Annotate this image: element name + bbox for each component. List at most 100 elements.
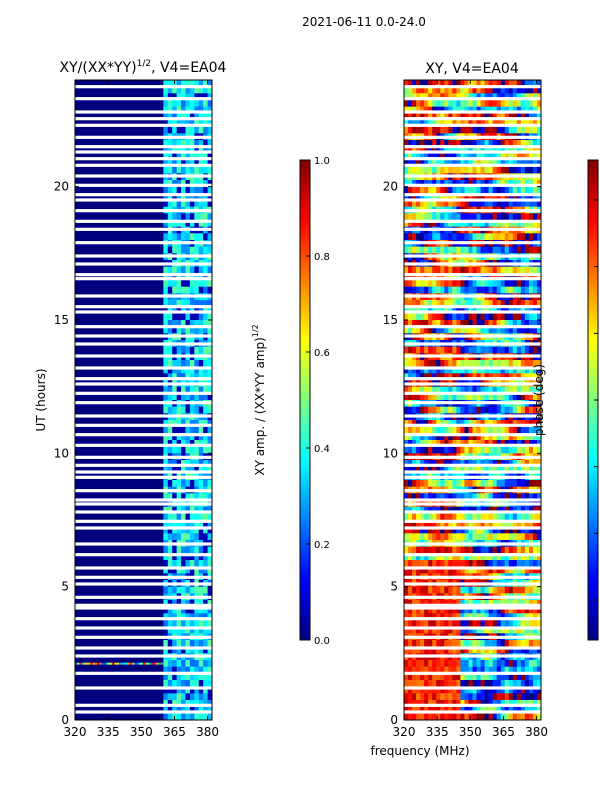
amplitude-cell [194,213,200,221]
phase-cell [504,373,510,381]
amplitude-heatmap [75,80,213,721]
amplitude-cell [207,200,213,208]
amplitude-cell [203,346,209,354]
phase-cell [464,233,469,241]
phase-cell [512,420,518,428]
amplitude-cell [189,553,195,561]
phase-cell [532,546,538,554]
phase-cell [524,713,530,721]
phase-cell [516,360,522,368]
phase-cell [420,393,425,401]
phase-cell [480,86,486,94]
phase-cell [532,326,538,334]
phase-cell [432,160,437,168]
phase-cell [516,600,522,608]
phase-cell [476,693,482,701]
amplitude-cell [185,373,191,381]
amplitude-cell [185,613,191,621]
phase-cell [404,440,409,448]
phase-cell [408,526,413,534]
phase-cell [520,626,526,634]
amplitude-cell [185,506,191,514]
phase-cell [480,326,486,334]
phase-cell [416,466,421,474]
phase-cell [484,533,490,541]
phase-cell [528,286,534,294]
phase-cell [452,620,457,628]
phase-cell [500,213,506,221]
phase-cell [464,106,469,114]
phase-cell [444,406,449,414]
phase-cell [432,666,437,674]
phase-cell [500,546,506,554]
phase-cell [504,440,510,448]
phase-cell [456,326,461,334]
phase-cell [512,586,518,594]
phase-cell [420,220,425,228]
phase-cell [492,433,498,441]
phase-cell [440,713,445,721]
phase-cell [532,266,538,274]
phase-cell [504,313,510,321]
phase-cell [436,100,441,108]
amplitude-cell [181,433,186,441]
amplitude-cell [194,480,200,488]
amplitude-cell [207,626,213,634]
phase-cell [412,600,417,608]
phase-cell [452,706,457,714]
phase-cell [416,646,421,654]
amplitude-cell [185,420,191,428]
phase-cell [436,200,441,208]
phase-cell [412,113,417,121]
amplitude-title-sup: 1/2 [137,59,151,69]
amplitude-cell [185,180,191,188]
amplitude-cell [194,326,200,334]
phase-cell [480,460,486,468]
amplitude-cell [181,126,186,134]
amplitude-cell [181,600,186,608]
phase-flag-row [404,401,541,405]
amplitude-cell [176,120,182,128]
phase-cell [448,193,453,201]
phase-cell [500,526,506,534]
phase-cell [416,700,421,708]
phase-cell [468,200,473,208]
phase-cell [416,533,421,541]
phase-cell [476,220,482,228]
phase-cell [488,660,494,668]
phase-cell [528,366,534,374]
phase-cell [436,160,441,168]
phase-cell [516,233,522,241]
phase-cell [504,246,510,254]
phase-cell [436,600,441,608]
amplitude-flag-row [75,342,212,346]
amplitude-cell [194,513,200,521]
amplitude-cell [167,420,173,428]
amplitude-cell [185,693,191,701]
phase-cell [532,140,538,148]
phase-cell [476,533,482,541]
phase-cell [432,460,437,468]
amplitude-cell [172,386,178,394]
amplitude-cell [167,200,173,208]
phase-cell [504,460,510,468]
phase-cell [428,700,433,708]
phase-cell [424,200,429,208]
phase-cell [508,673,514,681]
amplitude-cell [163,233,169,241]
phase-flag-row [404,135,541,139]
phase-cell [520,193,526,201]
phase-cell [536,153,542,161]
phase-cell [416,146,421,154]
phase-cell [488,586,494,594]
phase-cell [460,520,465,528]
phase-cell [472,493,478,501]
phase-cell [464,566,469,574]
phase-cell [516,620,522,628]
phase-cell [452,606,457,614]
amplitude-cell [163,193,169,201]
amplitude-cell [203,393,209,401]
phase-cell [408,533,413,541]
amplitude-ytick-label: 5 [61,580,69,594]
phase-cell [436,320,441,328]
